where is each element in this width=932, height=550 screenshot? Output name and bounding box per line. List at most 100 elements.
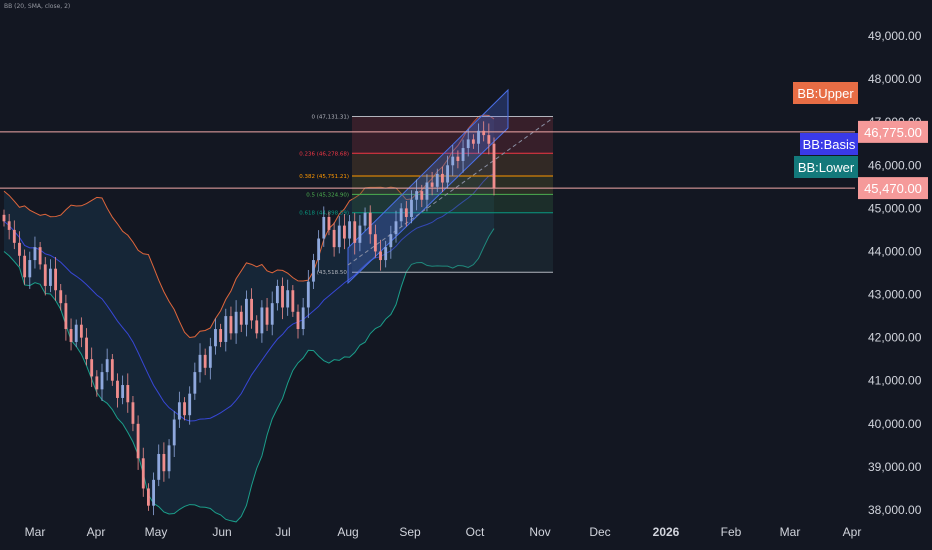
candle-body: [343, 225, 346, 239]
candle-body: [358, 225, 362, 243]
candle-body: [404, 208, 408, 217]
x-tick-label: Sep: [399, 525, 421, 539]
candle-body: [38, 247, 42, 265]
candle: [255, 315, 259, 339]
candle: [49, 259, 52, 293]
candle: [394, 210, 398, 243]
indicator-label[interactable]: BB (20, SMA, close, 2): [4, 3, 71, 10]
candle: [7, 213, 11, 240]
candle: [105, 348, 109, 381]
candle-body: [157, 453, 161, 480]
candle: [193, 362, 197, 400]
candle: [23, 249, 27, 285]
upper-price-tag-bg: [858, 120, 928, 143]
candle-body: [167, 445, 171, 472]
x-tick-label: Oct: [466, 525, 485, 539]
candle-body: [172, 419, 176, 446]
candle: [265, 297, 269, 331]
x-tick-label: Jun: [212, 525, 231, 539]
candle: [116, 373, 119, 408]
candle-body: [239, 311, 243, 325]
candle: [162, 442, 166, 482]
candle-body: [208, 346, 212, 368]
x-tick-label: Dec: [589, 525, 610, 539]
candle: [389, 225, 393, 259]
candle-body: [373, 234, 377, 252]
candle-body: [487, 135, 491, 144]
candle: [451, 145, 455, 176]
x-tick-label: Jul: [275, 525, 290, 539]
candle-body: [131, 402, 135, 424]
candle-body: [12, 229, 16, 243]
candle-body: [64, 303, 68, 330]
candle-body: [100, 372, 104, 390]
y-tick-label: 45,000.00: [868, 201, 922, 215]
fib-level-label: 0.5 (45,324.90): [306, 192, 349, 198]
bb-upper-tag-bg: [793, 82, 858, 104]
candle-body: [348, 221, 351, 239]
candle-body: [74, 324, 78, 342]
candle-body: [7, 221, 11, 230]
candle: [214, 318, 217, 355]
candle-body: [126, 385, 130, 403]
candle-body: [363, 212, 367, 226]
candle-body: [275, 285, 279, 304]
candle: [12, 220, 16, 250]
candle-body: [471, 139, 475, 144]
lower-price-tag-bg: [858, 177, 928, 200]
candle: [74, 319, 78, 348]
candle: [234, 300, 238, 344]
candle: [286, 279, 290, 316]
candle: [28, 251, 32, 289]
candle-body: [121, 385, 125, 398]
candle-body: [177, 402, 181, 420]
x-tick-label: 2026: [653, 525, 680, 539]
x-tick-label: Apr: [87, 525, 106, 539]
y-tick-label: 38,000.00: [868, 503, 922, 517]
candle-body: [312, 260, 315, 282]
candle-body: [399, 208, 403, 222]
candle-body: [136, 423, 140, 459]
candle: [198, 343, 202, 383]
candle: [306, 269, 310, 319]
candle: [69, 318, 73, 351]
candle: [54, 257, 57, 301]
fib-zone: [352, 175, 553, 195]
candle-body: [2, 214, 6, 222]
candle-body: [451, 156, 455, 166]
candle-body: [270, 303, 274, 325]
candle: [177, 391, 181, 428]
candle-body: [306, 281, 310, 308]
x-tick-label: Apr: [843, 525, 862, 539]
candle-body: [188, 393, 192, 416]
candle: [43, 257, 47, 296]
candle-body: [353, 221, 357, 243]
candle: [327, 211, 331, 236]
candle-body: [203, 354, 207, 368]
y-tick-label: 49,000.00: [868, 29, 922, 43]
candle-body: [415, 191, 419, 200]
candle: [18, 231, 21, 267]
candle: [379, 239, 382, 271]
candle: [296, 304, 300, 339]
candle-body: [492, 143, 496, 189]
candle: [64, 294, 68, 341]
candle: [136, 415, 140, 470]
candle-body: [183, 402, 186, 416]
candle-body: [410, 199, 413, 217]
candle-body: [389, 234, 393, 248]
candle-body: [425, 182, 429, 200]
fib-level-label: 0.236 (46,278.68): [299, 151, 349, 157]
candle: [492, 137, 496, 196]
candle: [152, 472, 155, 516]
candle: [368, 205, 372, 244]
candle-body: [332, 229, 336, 248]
bb-upper-line: [3, 114, 495, 338]
y-tick-label: 44,000.00: [868, 244, 922, 258]
candle-body: [193, 372, 197, 394]
candle: [100, 363, 104, 401]
candle: [172, 411, 176, 457]
candle-body: [141, 458, 145, 489]
